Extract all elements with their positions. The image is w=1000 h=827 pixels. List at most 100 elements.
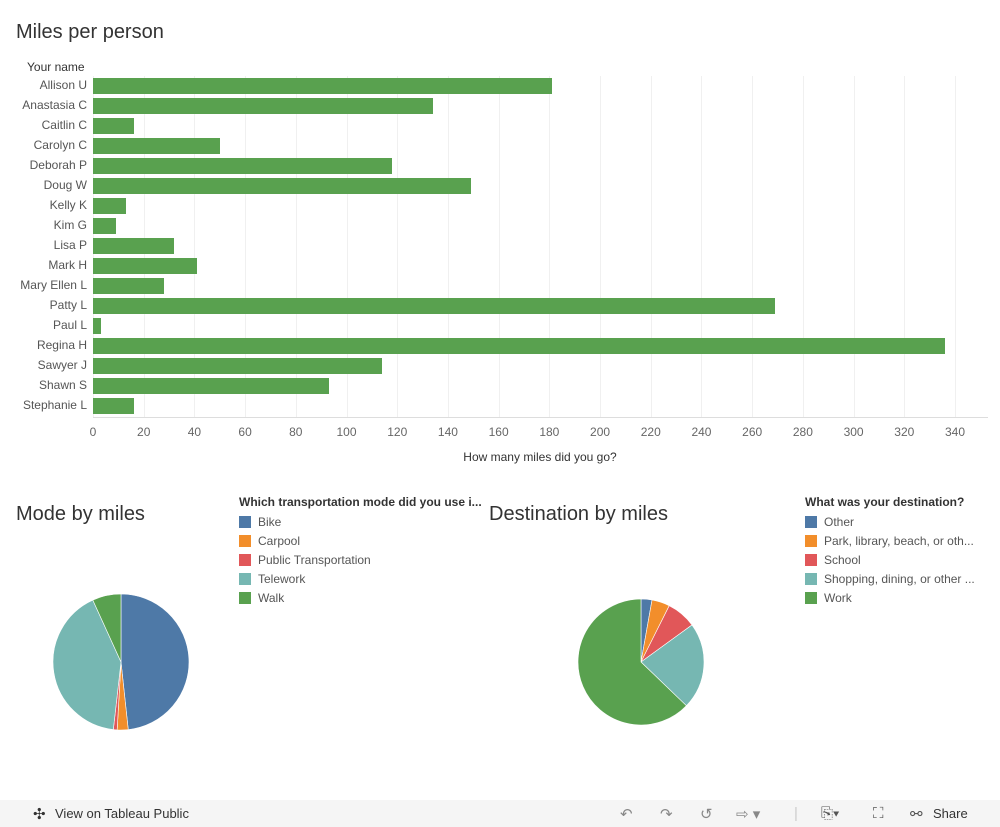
tableau-logo-icon: ✣ [33,806,46,823]
revert-icon[interactable]: ↺ [700,806,713,823]
legend-item[interactable]: Walk [239,591,482,605]
x-tick-label: 180 [539,425,560,439]
y-category-label: Caitlin C [41,118,87,132]
legend-swatch [805,573,817,585]
bar[interactable] [93,198,126,214]
bar[interactable] [93,338,945,354]
legend-title: Which transportation mode did you use i.… [239,495,482,509]
y-category-label: Deborah P [29,158,87,172]
y-category-label: Anastasia C [22,98,87,112]
legend-item[interactable]: Public Transportation [239,553,482,567]
x-tick-label: 160 [488,425,509,439]
x-tick-label: 340 [944,425,966,439]
bar[interactable] [93,398,134,414]
gridline [904,76,906,418]
bar[interactable] [93,378,329,394]
x-tick-label: 0 [89,425,97,439]
legend-label: Shopping, dining, or other ... [824,572,975,586]
bar[interactable] [93,218,116,234]
legend-item[interactable]: Park, library, beach, or oth... [805,534,975,548]
legend-item[interactable]: Other [805,515,975,529]
legend-swatch [805,516,817,528]
destination-legend: What was your destination? Other Park, li… [805,495,975,605]
gridline [295,76,297,418]
y-category-label: Kelly K [49,198,87,212]
y-category-label: Patty L [49,298,87,312]
bar[interactable] [93,318,101,334]
bar[interactable] [93,118,134,134]
download-icon[interactable]: ⎘▾ [821,805,840,822]
bar[interactable] [93,258,197,274]
bar-chart-title: Miles per person [16,21,164,43]
legend-item[interactable]: Work [805,591,975,605]
legend-title: What was your destination? [805,495,965,509]
gridline [245,76,247,418]
legend-label: Public Transportation [258,553,371,567]
bar[interactable] [93,138,220,154]
gridline [802,76,804,418]
y-category-label: Kim G [53,218,87,232]
legend-label: Walk [258,591,285,605]
y-category-label: Paul L [52,318,87,332]
y-category-label: Doug W [43,178,87,192]
undo-icon[interactable]: ↶ [620,806,633,823]
divider: | [794,805,798,822]
legend-swatch [239,535,251,547]
bar[interactable] [93,278,164,294]
y-category-label: Carolyn C [33,138,87,152]
bar[interactable] [93,98,433,114]
pie-slice[interactable] [52,599,122,730]
legend-label: Telework [258,572,306,586]
legend-swatch [239,554,251,566]
legend-item[interactable]: Shopping, dining, or other ... [805,572,975,586]
legend-item[interactable]: Carpool [239,534,482,548]
gridline [600,76,602,418]
x-tick-label: 220 [640,425,661,439]
y-category-label: Regina H [36,338,87,352]
legend-swatch [805,535,817,547]
legend-swatch [805,554,817,566]
gridline [701,76,703,418]
tableau-toolbar: ✣ View on Tableau Public ↶ ↷ ↺ ⇨ ▾ | ⎘▾ … [0,800,1000,827]
gridline [853,76,855,418]
bar[interactable] [93,158,393,174]
y-axis-title: Your name [27,60,85,74]
bar[interactable] [93,238,175,254]
legend-item[interactable]: School [805,553,975,567]
bar[interactable] [93,78,552,94]
legend-swatch [239,573,251,585]
view-on-tableau-link[interactable]: View on Tableau Public [55,806,189,821]
legend-label: Carpool [258,534,301,548]
legend-label: Work [824,591,852,605]
x-axis-title: How many miles did you go? [463,450,617,464]
x-tick-label: 80 [289,425,303,439]
pie-slice[interactable] [120,593,190,730]
legend-item[interactable]: Bike [239,515,482,529]
y-category-label: Lisa P [53,238,87,252]
share-icon[interactable]: ⚯ [910,806,923,823]
x-tick-label: 60 [238,425,252,439]
share-button[interactable]: Share [933,806,968,821]
x-tick-label: 200 [590,425,611,439]
bar[interactable] [93,178,471,194]
x-tick-label: 260 [742,425,763,439]
bar[interactable] [93,358,383,374]
legend-swatch [239,516,251,528]
x-tick-label: 40 [187,425,202,439]
x-tick-label: 20 [137,425,151,439]
redo-icon[interactable]: ↷ [660,806,673,823]
pie-charts [52,593,705,731]
pie-slice[interactable] [640,624,705,707]
pie-slice[interactable] [92,593,122,663]
y-category-label: Mary Ellen L [20,278,87,292]
fullscreen-icon[interactable]: ⛶ [873,805,884,822]
bar[interactable] [93,298,775,314]
gridline [752,76,754,418]
refresh-icon[interactable]: ⇨ ▾ [736,806,761,823]
legend-item[interactable]: Telework [239,572,482,586]
legend-label: Other [824,515,855,529]
y-category-label: Sawyer J [37,358,87,372]
pie-slice[interactable] [577,598,687,726]
gridline [447,76,449,418]
x-axis-line [93,417,988,418]
